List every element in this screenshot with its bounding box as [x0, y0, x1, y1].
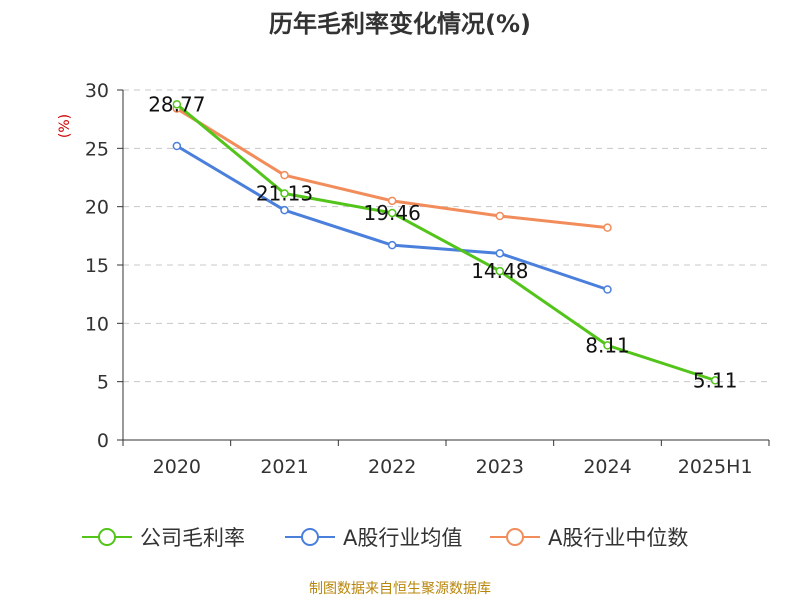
series-point[interactable]	[387, 196, 397, 206]
legend-label: A股行业均值	[343, 526, 462, 550]
series-point[interactable]	[495, 266, 505, 276]
series-point[interactable]	[495, 211, 505, 221]
legend-item-0[interactable]: 公司毛利率	[82, 526, 245, 550]
legend-marker	[506, 528, 524, 546]
y-tick-label: 0	[97, 430, 109, 452]
series-0	[172, 100, 720, 385]
x-tick-label: 2024	[583, 456, 631, 478]
source-note: 制图数据来自恒生聚源数据库	[309, 581, 491, 597]
x-tick-label: 2022	[368, 456, 416, 478]
data-label: 5.11	[693, 368, 738, 392]
series-point[interactable]	[280, 189, 289, 198]
data-label: 28.77	[148, 92, 205, 116]
legend-label: A股行业中位数	[548, 526, 688, 550]
data-label: 21.13	[256, 181, 313, 205]
legend-marker	[98, 528, 116, 546]
series-point[interactable]	[387, 240, 397, 250]
data-label: 14.48	[471, 259, 528, 283]
data-labels: 28.77 21.13 19.46 14.48 8.11 5.11	[148, 92, 737, 392]
series-point[interactable]	[280, 170, 289, 180]
grid-lines	[123, 89, 769, 383]
y-tick-label: 25	[85, 138, 109, 160]
series-layer	[172, 100, 720, 385]
chart-title: 历年毛利率变化情况(%)	[269, 10, 531, 38]
series-point[interactable]	[603, 341, 612, 350]
x-tick-label: 2020	[153, 456, 201, 478]
legend-label: 公司毛利率	[140, 526, 245, 550]
series-point[interactable]	[603, 285, 612, 294]
series-1	[172, 141, 612, 294]
series-point[interactable]	[710, 376, 720, 385]
series-point[interactable]	[172, 141, 182, 151]
y-tick-label: 10	[85, 313, 109, 335]
x-tick-label: 2023	[476, 456, 524, 478]
legend-marker	[301, 528, 319, 546]
x-tick-label: 2025H1	[678, 456, 753, 478]
y-tick-label: 20	[85, 197, 109, 219]
series-point[interactable]	[172, 100, 182, 109]
series-point[interactable]	[603, 223, 612, 232]
y-tick-label: 5	[97, 372, 109, 394]
data-label: 8.11	[585, 333, 630, 357]
legend-item-2[interactable]: A股行业中位数	[490, 526, 688, 550]
y-tick-label: 30	[85, 80, 109, 102]
y-axis-label: (%)	[57, 114, 73, 138]
y-tick-label: 15	[85, 255, 109, 277]
series-point[interactable]	[280, 205, 289, 215]
series-line	[175, 103, 716, 382]
legend[interactable]: 公司毛利率 A股行业均值 A股行业中位数	[82, 526, 688, 550]
series-point[interactable]	[495, 249, 505, 258]
x-tick-label: 2021	[260, 456, 308, 478]
axes: 0 5 10 15 20 25 30 2020 2021 2022 2023 2024 2025H1	[85, 80, 770, 478]
series-point[interactable]	[387, 208, 397, 218]
legend-item-1[interactable]: A股行业均值	[285, 526, 462, 550]
data-label: 19.46	[364, 201, 421, 225]
